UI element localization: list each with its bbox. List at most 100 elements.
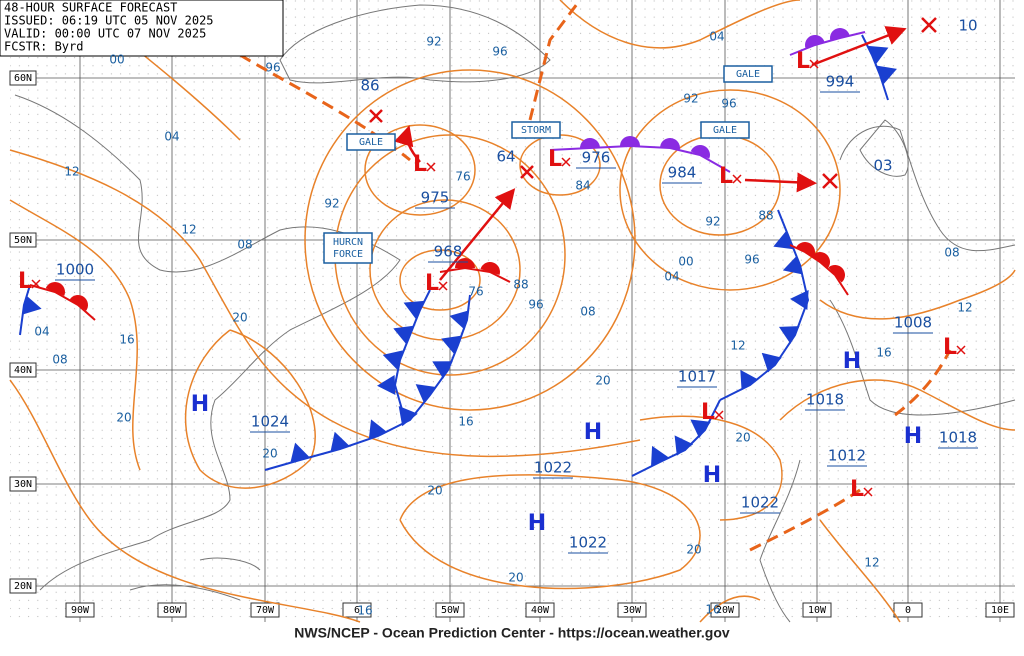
pressure-value: 1022	[741, 494, 779, 512]
footer-credit: NWS/NCEP - Ocean Prediction Center - htt…	[294, 625, 730, 641]
low-symbol: L	[943, 335, 957, 360]
low-symbol: L	[719, 164, 733, 189]
isobar-label: 16	[705, 603, 720, 617]
lon-label: 10W	[808, 605, 827, 616]
isobar-label: 88	[758, 209, 773, 223]
lat-label: 60N	[14, 73, 32, 84]
pressure-value: 968	[434, 243, 463, 261]
low-x	[809, 59, 819, 69]
pressure-value: 1008	[894, 314, 932, 332]
low-x	[956, 345, 966, 355]
low-symbol: L	[425, 271, 439, 296]
high-symbol: H	[904, 424, 922, 449]
header-line: ISSUED: 06:19 UTC 05 NOV 2025	[4, 14, 214, 28]
isobar-label: 92	[705, 215, 720, 229]
warning-box	[346, 133, 396, 151]
low-symbol: L	[701, 400, 715, 425]
warning-box	[323, 232, 373, 264]
low-symbol: L	[18, 269, 32, 294]
pressure-value: 1022	[569, 534, 607, 552]
isobar-label: 08	[52, 353, 67, 367]
lon-label-box	[342, 602, 372, 618]
lon-label-box	[985, 602, 1015, 618]
low-x	[732, 174, 742, 184]
high-symbol: H	[584, 420, 602, 445]
high-symbol: H	[528, 511, 546, 536]
lon-label: 10E	[991, 605, 1009, 616]
high-symbol: H	[843, 349, 861, 374]
isobar-label: 20	[262, 447, 277, 461]
low-symbol: L	[850, 477, 864, 502]
pressure-value: 984	[668, 164, 697, 182]
pressure-value: 1012	[828, 447, 866, 465]
isobar-label: 12	[181, 223, 196, 237]
isobar-label: 12	[730, 339, 745, 353]
isobar-label: 12	[864, 556, 879, 570]
lon-label-box	[802, 602, 832, 618]
lon-label-box	[617, 602, 647, 618]
warning-box	[511, 121, 561, 139]
lat-label: 50N	[14, 235, 32, 246]
isobar-label: 04	[164, 130, 179, 144]
low-x	[714, 410, 724, 420]
lat-label-box	[9, 70, 37, 86]
low-symbol: L	[413, 152, 427, 177]
lat-label: 40N	[14, 365, 32, 376]
lon-label-box	[250, 602, 280, 618]
header-line: 48-HOUR SURFACE FORECAST	[4, 1, 177, 15]
center-value: 86	[360, 77, 379, 95]
center-value: 10	[958, 17, 977, 35]
low-x	[561, 157, 571, 167]
isobar-label: 92	[426, 35, 441, 49]
low-x	[31, 279, 41, 289]
lon-label: 90W	[71, 605, 90, 616]
lon-label-box	[435, 602, 465, 618]
isobar-label: 96	[492, 45, 507, 59]
warning-box	[700, 121, 750, 139]
map-background	[10, 0, 1015, 622]
lon-label-box	[157, 602, 187, 618]
lon-label: 30W	[623, 605, 642, 616]
warning-label: STORM	[521, 125, 551, 136]
high-symbol: H	[191, 392, 209, 417]
lat-label-box	[9, 232, 37, 248]
isobar-label: 76	[455, 170, 470, 184]
low-symbol: L	[548, 147, 562, 172]
header-line: VALID: 00:00 UTC 07 NOV 2025	[4, 27, 206, 41]
coastlines	[14, 4, 1016, 623]
isobar-label: 20	[595, 374, 610, 388]
low-x	[438, 281, 448, 291]
high-symbol: H	[703, 463, 721, 488]
low-x	[863, 487, 873, 497]
pressure-value: 1024	[251, 413, 289, 431]
isobar-label: 08	[580, 305, 595, 319]
pressure-value: 1017	[678, 368, 716, 386]
warning-box	[723, 65, 773, 83]
lat-label-box	[9, 362, 37, 378]
pressure-value: 976	[582, 149, 611, 167]
isobar-label: 00	[109, 53, 124, 67]
isobar-label: 84	[575, 179, 590, 193]
pressure-value: 1018	[806, 391, 844, 409]
lat-label: 20N	[14, 581, 32, 592]
center-value: 03	[873, 157, 892, 175]
isobar-label: 20	[427, 484, 442, 498]
lat-label-box	[9, 578, 37, 594]
lon-label: 50W	[441, 605, 460, 616]
lon-label-box	[525, 602, 555, 618]
isobar-label: 96	[528, 298, 543, 312]
lon-label: 40W	[531, 605, 550, 616]
isobar-label: 96	[744, 253, 759, 267]
warning-label: GALE	[736, 69, 760, 80]
lat-label: 30N	[14, 479, 32, 490]
isobar-label: 92	[683, 92, 698, 106]
fronts	[19, 0, 952, 552]
lon-label: 0	[905, 605, 911, 616]
isobar-label: 04	[709, 30, 724, 44]
lon-label-box	[893, 602, 923, 618]
lon-label: 70W	[256, 605, 275, 616]
pressure-value: 975	[421, 189, 450, 207]
pressure-value: 1000	[56, 261, 94, 279]
lon-label: 20W	[716, 605, 735, 616]
